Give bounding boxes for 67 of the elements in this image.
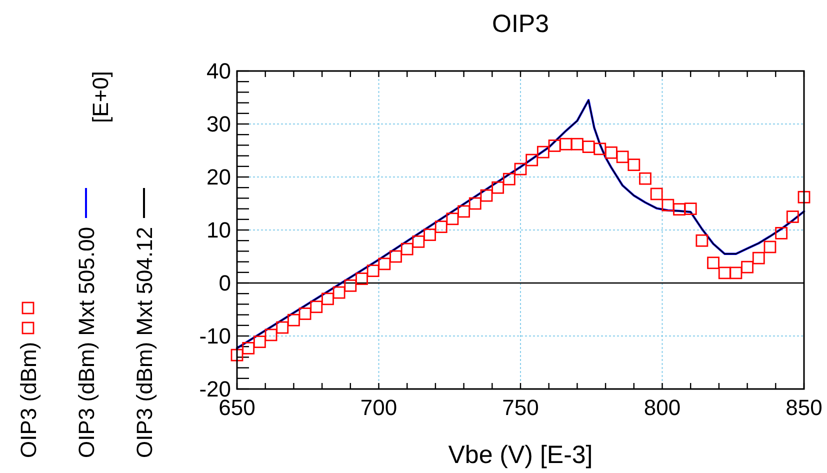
point [356,272,368,285]
chart-title: OIP3 [492,10,549,38]
point [502,172,516,186]
point [594,142,606,156]
point [696,234,708,247]
point [684,202,697,215]
point [344,279,357,292]
x-tick-label: 850 [786,395,822,420]
point [514,162,527,176]
point [639,172,652,185]
y-tick-label: -10 [199,324,231,349]
point [242,342,255,354]
point [230,348,244,362]
point [752,252,765,264]
point [673,203,686,216]
point [786,210,799,223]
x-tick-label: 700 [360,395,398,420]
point [605,146,618,159]
point [400,242,414,256]
y-axis-title: [E+0] [88,71,113,123]
point [798,190,810,204]
x-tick-label: 750 [502,395,539,420]
point [764,240,776,254]
point [536,146,550,158]
legend-label: OIP3 (dBm) Mxt 504.12 [132,226,157,458]
point [412,235,425,248]
point [662,198,674,212]
x-tick-label: 800 [644,395,681,420]
point [253,336,266,348]
point [264,328,278,342]
point [616,150,629,164]
point [526,154,538,166]
point [366,264,380,278]
y-tick-label: 0 [218,270,231,296]
point [424,228,436,241]
point [571,138,584,150]
point [322,292,334,306]
point [560,138,572,150]
point [332,286,346,299]
point [390,250,402,263]
point [310,300,323,314]
legend-label: OIP3 (dBm) [16,342,41,458]
point [650,188,663,200]
point [288,314,300,326]
point [458,205,470,218]
point [468,197,482,210]
point [548,140,561,152]
y-tick-label: 20 [206,164,231,190]
point [730,266,742,280]
y-tick-label: 10 [206,218,231,243]
point [707,256,720,270]
point [628,158,640,172]
point [480,189,493,202]
point [446,212,459,226]
y-tick-label: 30 [206,112,231,137]
point [434,220,448,234]
point [582,140,595,153]
legend-label: OIP3 (dBm) Mxt 505.00 [74,226,99,458]
point [276,321,289,334]
point [718,266,731,280]
point [492,181,504,194]
point [741,260,754,274]
point [378,258,391,270]
y-tick-label: 40 [206,58,231,84]
x-axis-title: Vbe (V) [E-3] [448,441,593,469]
point [775,226,788,240]
point [298,308,312,320]
